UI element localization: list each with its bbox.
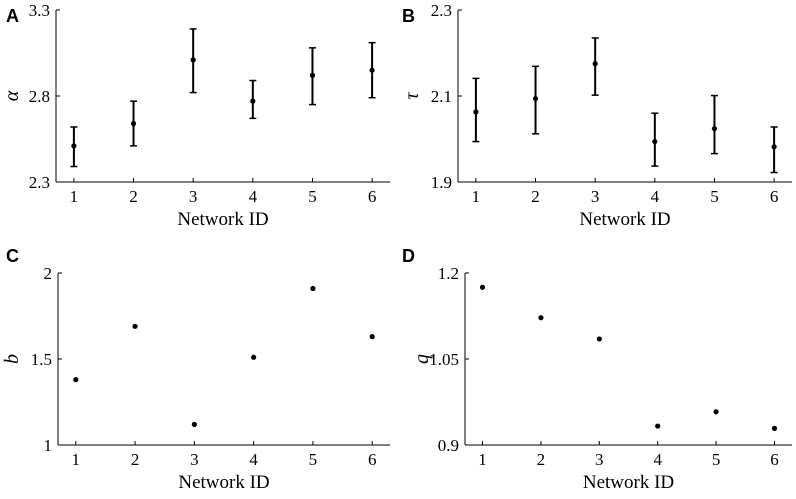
panel-letter: A bbox=[6, 6, 19, 26]
data-point bbox=[473, 109, 479, 115]
y-tick-label: 1.2 bbox=[438, 264, 459, 283]
y-axis-label: b bbox=[1, 354, 23, 364]
x-axis-label: Network ID bbox=[583, 472, 674, 493]
data-point bbox=[369, 334, 375, 340]
y-tick-label: 3.3 bbox=[29, 1, 50, 20]
y-tick-label: 1.9 bbox=[431, 173, 452, 192]
x-tick-label: 3 bbox=[190, 450, 199, 469]
data-point bbox=[538, 315, 544, 321]
x-tick-label: 1 bbox=[472, 187, 481, 206]
x-tick-label: 6 bbox=[770, 187, 779, 206]
x-tick-label: 5 bbox=[309, 450, 318, 469]
y-tick-label: 2.1 bbox=[431, 87, 452, 106]
data-point bbox=[251, 354, 257, 360]
data-point bbox=[711, 126, 718, 132]
panel-letter: B bbox=[402, 6, 415, 26]
y-tick-label: 1 bbox=[44, 436, 53, 455]
x-tick-label: 4 bbox=[651, 187, 660, 206]
data-point bbox=[309, 72, 316, 78]
panel-d: D 1 2 3 4 5 6 0.9 1.05 1.2 Network ID q bbox=[402, 246, 792, 493]
data-point bbox=[652, 138, 658, 145]
x-tick-label: 4 bbox=[249, 187, 258, 206]
y-axis-label: q bbox=[411, 354, 433, 364]
panel-a: A 1 2 3 4 5 6 2.3 2.8 3.3 Network ID α bbox=[1, 1, 390, 230]
y-tick-label: 2 bbox=[44, 264, 53, 283]
panel-letter: D bbox=[402, 246, 415, 266]
data-point bbox=[479, 284, 486, 290]
x-tick-label: 1 bbox=[478, 450, 487, 469]
x-tick-label: 2 bbox=[129, 187, 138, 206]
x-tick-label: 6 bbox=[368, 450, 377, 469]
x-tick-label: 4 bbox=[249, 450, 258, 469]
x-axis-label: Network ID bbox=[177, 209, 268, 230]
data-point bbox=[369, 67, 375, 73]
y-tick-label: 1.5 bbox=[31, 350, 52, 369]
panel-c: C 1 2 3 4 5 6 1 1.5 2 Network ID b bbox=[1, 246, 390, 493]
y-axis-label: α bbox=[1, 90, 23, 101]
data-point bbox=[771, 144, 777, 150]
data-point bbox=[73, 377, 79, 383]
x-tick-label: 5 bbox=[308, 187, 317, 206]
data-point bbox=[190, 57, 196, 63]
data-point bbox=[596, 336, 602, 342]
data-point bbox=[592, 61, 598, 67]
x-tick-label: 3 bbox=[189, 187, 198, 206]
x-tick-label: 6 bbox=[770, 450, 779, 469]
x-tick-label: 5 bbox=[712, 450, 721, 469]
x-tick-label: 3 bbox=[591, 187, 600, 206]
data-point bbox=[132, 323, 138, 329]
x-tick-label: 2 bbox=[131, 450, 140, 469]
x-tick-label: 6 bbox=[368, 187, 377, 206]
data-point bbox=[532, 95, 539, 102]
panel-letter: C bbox=[6, 246, 19, 266]
data-point bbox=[713, 409, 719, 415]
data-point bbox=[250, 98, 256, 104]
x-tick-label: 5 bbox=[710, 187, 719, 206]
x-tick-label: 4 bbox=[653, 450, 662, 469]
x-axis-label: Network ID bbox=[178, 472, 269, 493]
data-point bbox=[130, 120, 137, 127]
x-tick-label: 2 bbox=[537, 450, 546, 469]
y-tick-label: 2.8 bbox=[29, 87, 50, 106]
data-point bbox=[771, 425, 778, 431]
data-point bbox=[191, 421, 197, 427]
y-tick-label: 2.3 bbox=[431, 1, 452, 20]
y-tick-label: 2.3 bbox=[29, 173, 50, 192]
y-axis-label: τ bbox=[401, 92, 423, 100]
x-tick-label: 2 bbox=[531, 187, 540, 206]
x-tick-label: 1 bbox=[72, 450, 81, 469]
x-tick-label: 1 bbox=[70, 187, 79, 206]
data-point bbox=[71, 143, 77, 149]
x-axis-label: Network ID bbox=[579, 209, 670, 230]
x-tick-label: 3 bbox=[595, 450, 604, 469]
panel-b: B 1 2 3 4 5 6 1.9 2.1 2.3 Network ID τ bbox=[401, 1, 792, 230]
y-tick-label: 1.05 bbox=[429, 350, 459, 369]
data-point bbox=[655, 423, 661, 429]
y-tick-label: 0.9 bbox=[438, 436, 459, 455]
data-point bbox=[310, 285, 316, 292]
